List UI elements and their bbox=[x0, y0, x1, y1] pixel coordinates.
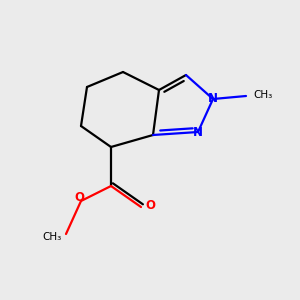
Text: CH₃: CH₃ bbox=[42, 232, 62, 242]
Text: O: O bbox=[146, 199, 156, 212]
Text: N: N bbox=[193, 125, 203, 139]
Text: N: N bbox=[208, 92, 218, 106]
Text: CH₃: CH₃ bbox=[254, 89, 273, 100]
Text: O: O bbox=[74, 191, 85, 204]
